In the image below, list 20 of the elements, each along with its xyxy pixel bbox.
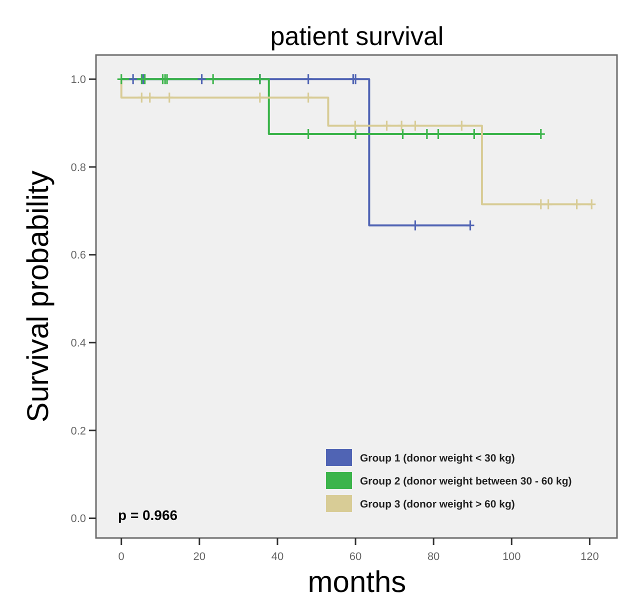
y-axis-title: Survival probability	[22, 170, 55, 422]
x-tick-label: 80	[427, 551, 440, 563]
x-tick-label: 120	[580, 551, 599, 563]
y-tick-label: 0.6	[70, 250, 86, 262]
legend-label: Group 2 (donor weight between 30 - 60 kg)	[360, 476, 572, 488]
annotation: p = 0.966	[118, 507, 178, 523]
y-tick-label: 0.0	[70, 513, 86, 526]
x-tick-label: 0	[118, 551, 124, 563]
legend-label: Group 1 (donor weight < 30 kg)	[360, 452, 515, 465]
y-tick-label: 0.8	[70, 162, 86, 174]
x-tick-label: 40	[271, 551, 284, 563]
x-tick-label: 60	[349, 551, 362, 563]
chart-title: patient survival	[270, 21, 444, 51]
legend-label: Group 3 (donor weight > 60 kg)	[360, 498, 515, 511]
y-tick-label: 0.2	[70, 425, 86, 438]
y-tick-label: 0.4	[70, 337, 86, 350]
x-tick-label: 100	[502, 551, 521, 563]
y-tick-label: 1.0	[70, 74, 86, 86]
x-axis-title: months	[308, 566, 406, 599]
x-tick-label: 20	[193, 551, 206, 563]
